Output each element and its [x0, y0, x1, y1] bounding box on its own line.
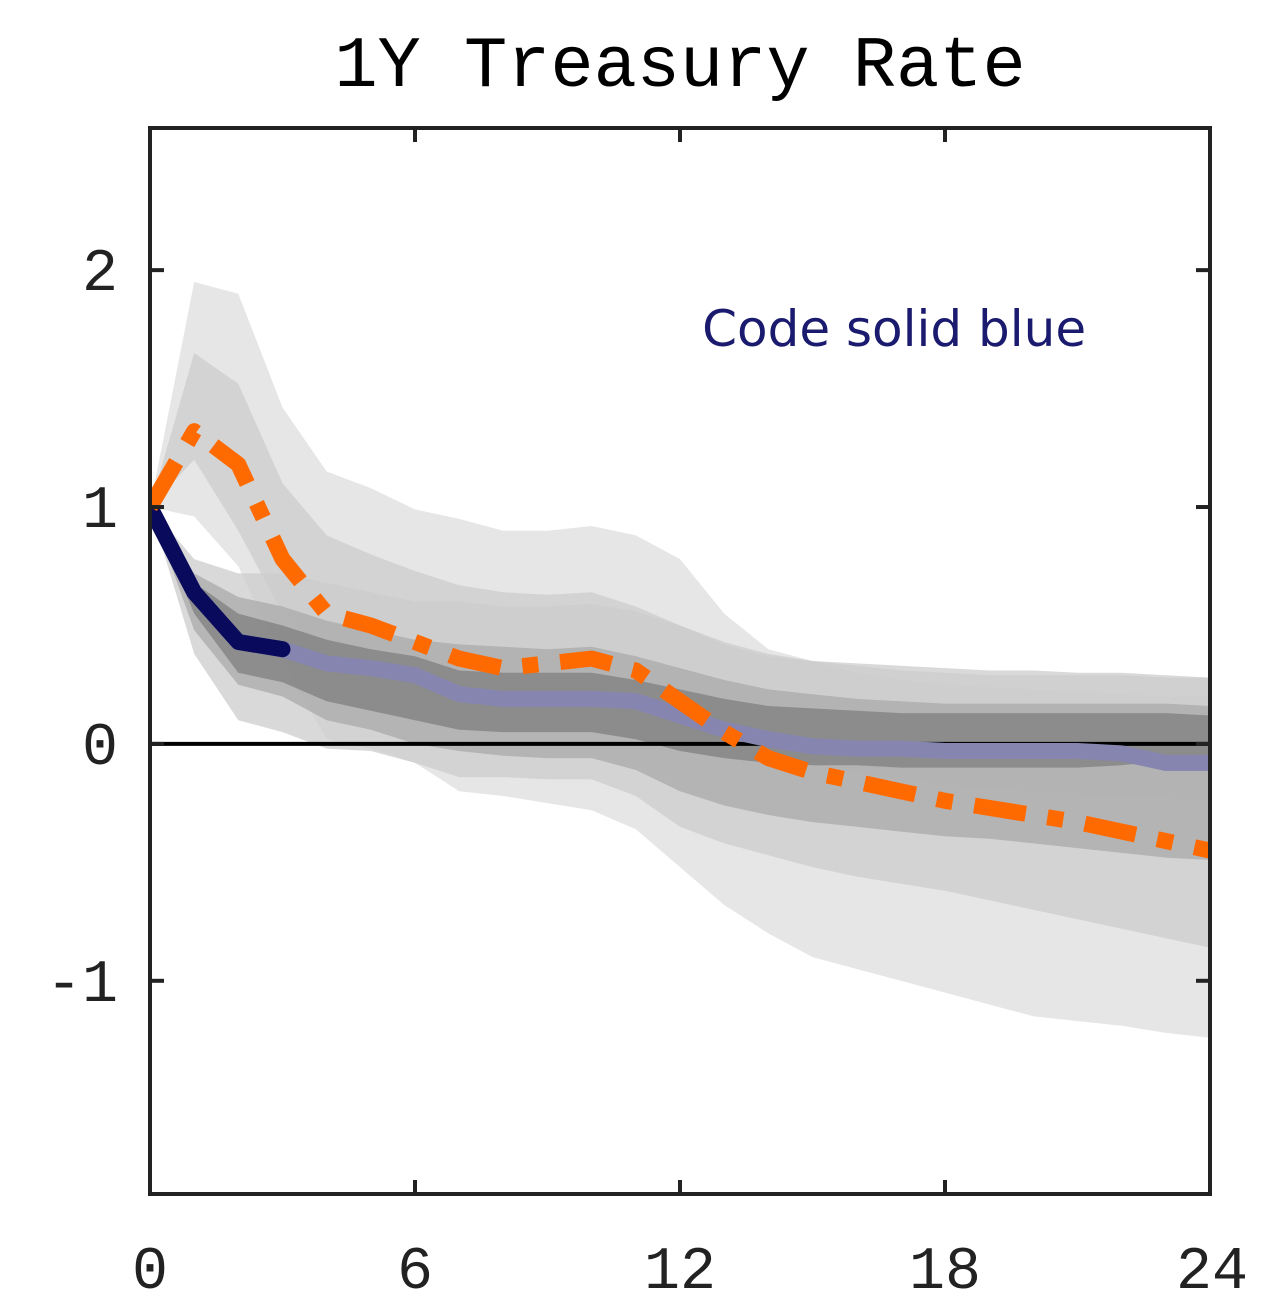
y-tick-label: -1 [46, 952, 118, 1020]
y-tick-label: 2 [82, 241, 118, 309]
confidence-bands [150, 282, 1210, 1038]
x-tick-label: 0 [132, 1239, 168, 1307]
x-tick-label: 24 [1176, 1239, 1248, 1307]
chart-title: 1Y Treasury Rate [334, 26, 1025, 108]
y-tick-label: 1 [82, 478, 118, 546]
series-orange-dashdot-line [150, 423, 1210, 859]
band-inner [150, 507, 1210, 860]
series-blue-line [150, 503, 1210, 771]
series-blue-line-dark [150, 499, 291, 658]
x-tick-label: 6 [397, 1239, 433, 1307]
annotation-code-solid-blue: Code solid blue [702, 300, 1086, 358]
band-core [150, 507, 1210, 768]
axes: 0 6 12 18 24 2 1 0 -1 [46, 126, 1248, 1307]
series-lines [150, 423, 1210, 859]
y-tick-label: 0 [82, 715, 118, 783]
x-tick-label: 12 [644, 1239, 716, 1307]
x-tick-label: 18 [909, 1239, 981, 1307]
